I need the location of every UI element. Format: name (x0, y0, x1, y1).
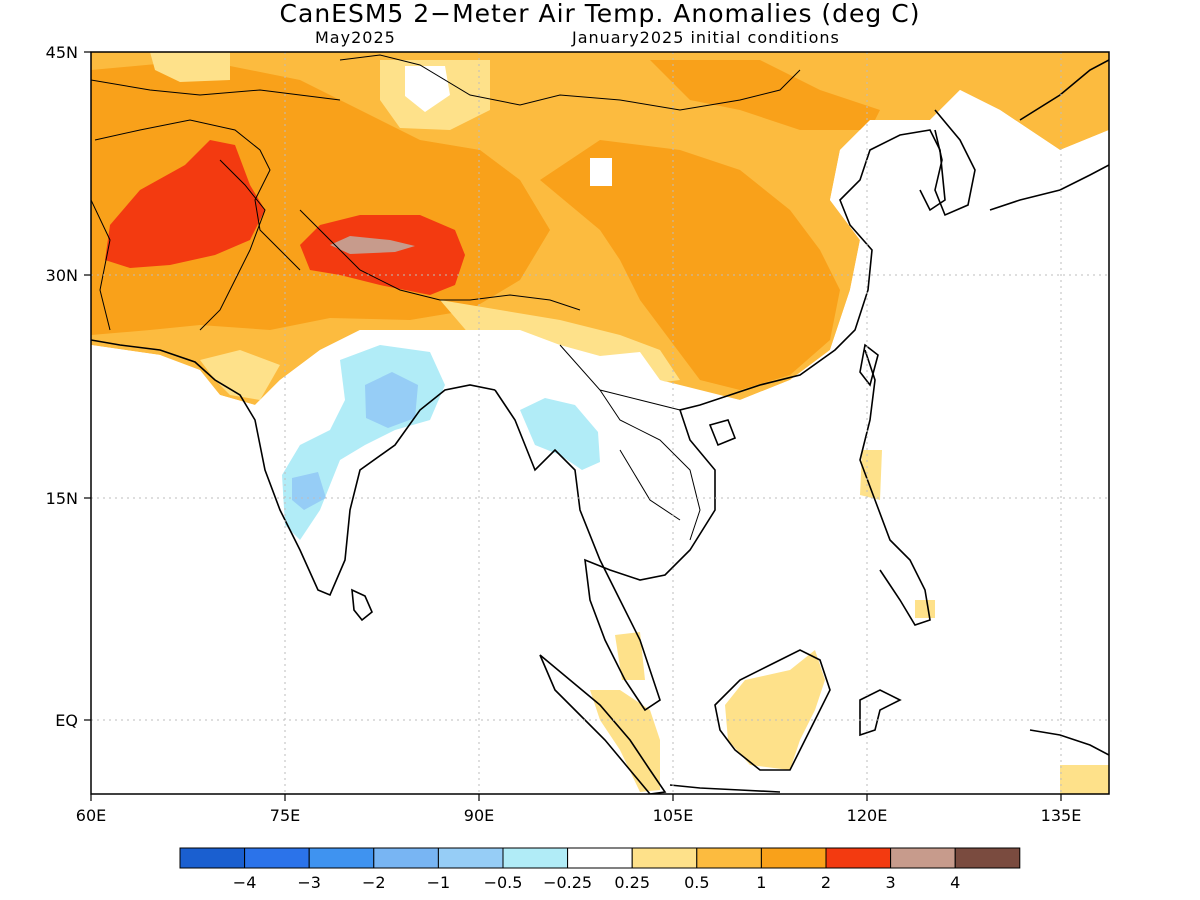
legend-swatch (244, 847, 310, 869)
y-tick-label: 15N (46, 489, 78, 508)
near-zero-region-south (91, 90, 1109, 794)
legend-swatch (437, 847, 504, 869)
sumatra-coastline (539, 654, 667, 794)
x-axis-labels: 60E 75E 90E 105E 120E 135E (76, 806, 1082, 825)
light-warm-patch-sumatra (590, 690, 660, 792)
initial-conditions-label: January2025 initial conditions (572, 28, 840, 47)
border-afghanistan-pakistan (94, 119, 301, 271)
legend-swatch (502, 847, 569, 869)
legend-swatch (825, 847, 892, 869)
border-pakistan-india (199, 159, 266, 331)
legend-label: −0.5 (484, 873, 523, 892)
country-borders (91, 54, 801, 541)
legend-label: −0.25 (543, 873, 592, 892)
near-zero-patch-mongolia (405, 66, 450, 112)
graticule (91, 52, 1109, 794)
legend-label: 0.25 (614, 873, 650, 892)
light-warm-fringe-india-north (200, 350, 280, 400)
deep-warm-region-north (650, 60, 880, 130)
new-guinea-coastline (1029, 729, 1109, 756)
hot-anomaly-west (105, 140, 265, 268)
hottest-anomaly-tibet (330, 236, 415, 254)
japan-coastline (989, 59, 1109, 211)
coastlines (91, 59, 1109, 794)
cool-anomaly-east-india (365, 372, 418, 428)
border-iran (91, 199, 111, 331)
x-tick-label: 60E (76, 806, 106, 825)
cool-anomaly-myanmar (520, 398, 600, 470)
axis-ticks (84, 51, 1062, 801)
legend-label: −2 (362, 873, 386, 892)
korea-coastline (934, 109, 976, 217)
map-title: CanESM5 2−Meter Air Temp. Anomalies (deg… (279, 0, 921, 28)
legend-swatch (696, 847, 762, 869)
light-warm-patch-malaya (615, 632, 645, 680)
legend-swatch (631, 847, 698, 869)
color-legend: −4 −3 −2 −1 −0.5 −0.25 0.25 0.5 1 2 3 4 (179, 847, 1021, 892)
hainan-coastline (708, 419, 737, 447)
legend-swatch (308, 847, 375, 869)
light-warm-patch-new-guinea (1060, 765, 1109, 794)
light-warm-patch-borneo (725, 650, 825, 770)
java-coastline (669, 784, 781, 793)
legend-label: −4 (233, 873, 257, 892)
legend-swatch (567, 847, 633, 869)
legend-label: 0.5 (684, 873, 709, 892)
light-warm-patch-mindanao (915, 600, 935, 618)
near-zero-patch-tarim (590, 158, 612, 186)
border-indochina (559, 344, 701, 541)
legend-swatch (954, 847, 1021, 869)
y-tick-label: 45N (46, 43, 78, 62)
y-axis-labels: 45N 30N 15N EQ (46, 43, 78, 730)
y-tick-label: EQ (55, 711, 78, 730)
x-tick-label: 105E (653, 806, 694, 825)
legend-label: 3 (886, 873, 896, 892)
legend-swatch (373, 847, 439, 869)
indochina-coastline (494, 129, 946, 712)
legend-label: −1 (427, 873, 451, 892)
light-warm-patch-philippines (860, 450, 882, 500)
legend-label: −3 (297, 873, 321, 892)
legend-label: 2 (821, 873, 831, 892)
taiwan-coastline (859, 343, 879, 387)
borneo-coastline (714, 649, 831, 771)
light-warm-fringe-northwest (150, 52, 230, 82)
legend-label: 1 (756, 873, 766, 892)
legend-swatch (760, 847, 827, 869)
x-tick-label: 135E (1041, 806, 1082, 825)
border-central-asia (91, 79, 341, 101)
hot-anomaly-tibet (300, 215, 465, 295)
border-china-india (299, 209, 581, 311)
x-tick-label: 75E (270, 806, 300, 825)
deep-warm-region-east (540, 140, 840, 390)
x-tick-label: 90E (464, 806, 494, 825)
plot-frame (90, 51, 1110, 795)
cool-anomaly-south-india (292, 472, 326, 510)
philippines-coastline (859, 349, 931, 626)
forecast-month: May2025 (315, 28, 396, 47)
legend-label: 4 (950, 873, 960, 892)
legend-swatch (890, 847, 956, 869)
sri-lanka-coastline (351, 588, 373, 622)
y-tick-label: 30N (46, 266, 78, 285)
anomaly-shading (91, 52, 1109, 794)
sulawesi-coastline (859, 689, 902, 737)
x-tick-label: 120E (847, 806, 888, 825)
border-mongolia-china (339, 54, 801, 111)
legend-swatch (179, 847, 246, 869)
india-coastline (91, 339, 496, 597)
